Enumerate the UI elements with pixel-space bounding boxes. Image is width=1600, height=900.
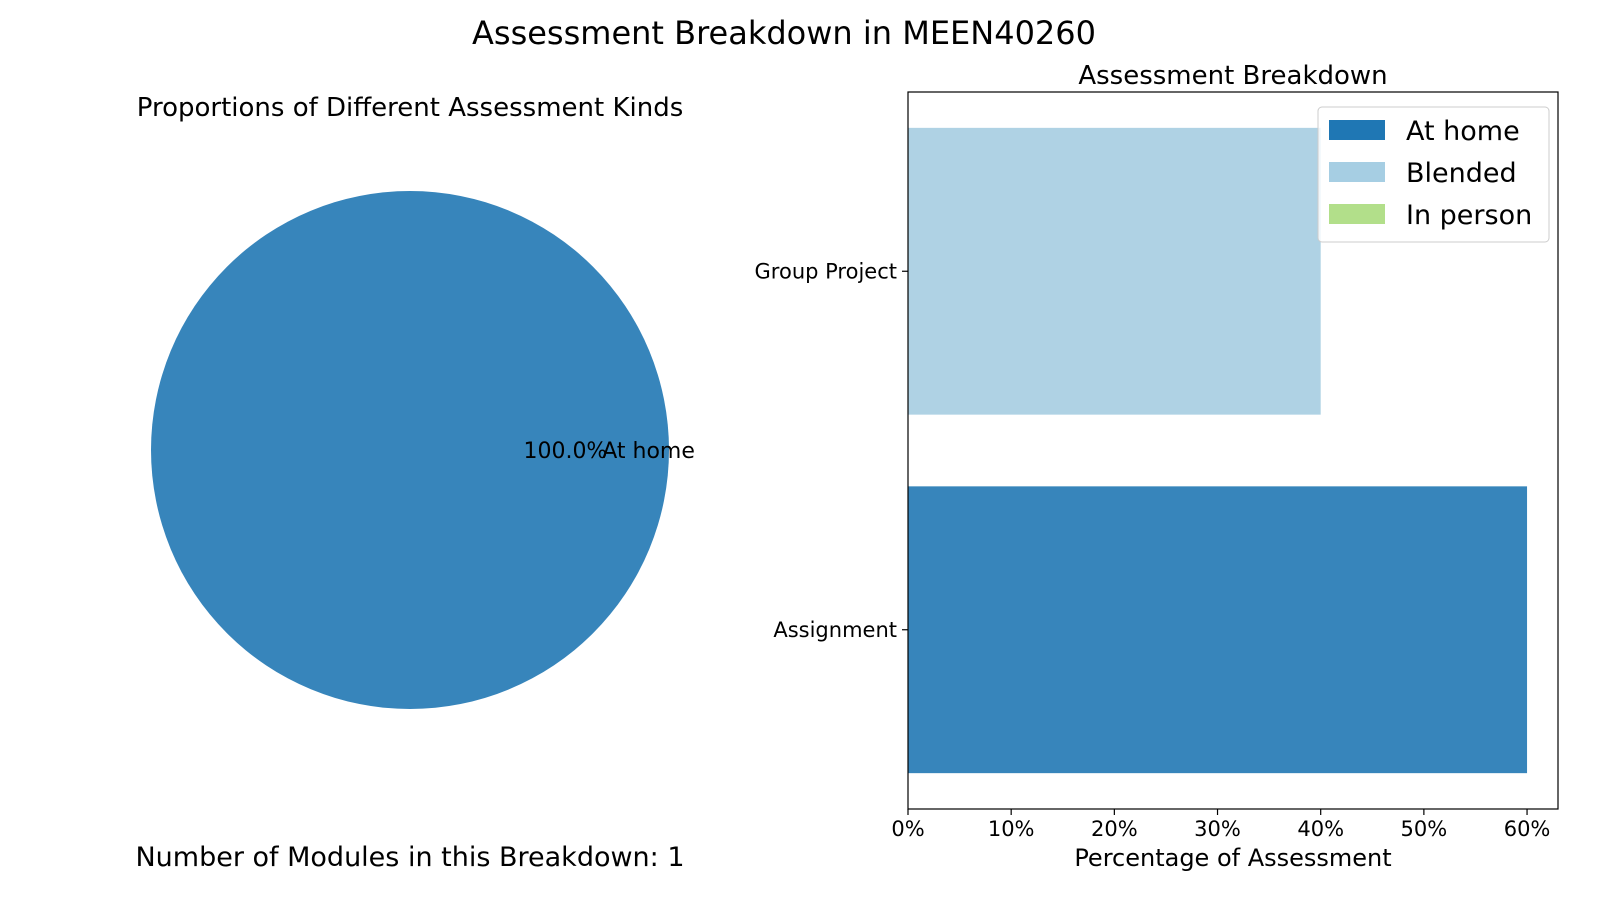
figure-title: Assessment Breakdown in MEEN40260 [472,14,1096,52]
bar-chart-panel: Assessment Breakdown Assignment Group Pro… [755,61,1559,872]
x-tick-label: 60% [1504,817,1551,841]
x-tick-label: 30% [1194,817,1241,841]
y-tick-label: Assignment [773,618,897,642]
modules-count-note: Number of Modules in this Breakdown: 1 [135,842,684,873]
pie-slice-label: At home [602,439,695,464]
legend-swatch [1329,162,1385,182]
pie-slice [151,191,669,709]
pie-slice-percent: 100.0% [523,439,607,464]
y-tick-label: Group Project [755,259,897,283]
legend-swatch [1329,204,1385,224]
legend-label: At home [1406,116,1520,147]
x-axis-ticks: 0% 10% 20% 30% 40% 50% 60% [891,809,1550,841]
legend-label: Blended [1406,158,1517,189]
x-tick-label: 50% [1401,817,1448,841]
bar [908,127,1321,415]
bar [908,486,1528,774]
x-tick-label: 0% [891,817,924,841]
x-tick-label: 40% [1297,817,1344,841]
pie-chart-title: Proportions of Different Assessment Kind… [137,93,684,123]
x-tick-label: 10% [988,817,1035,841]
legend-label: In person [1406,200,1532,231]
axes-frame [907,91,1559,810]
x-axis-label: Percentage of Assessment [1074,844,1391,872]
legend-swatch [1329,120,1385,140]
bars [908,127,1528,774]
x-tick-label: 20% [1091,817,1138,841]
legend: At home Blended In person [1317,106,1550,243]
y-axis-ticks: Assignment Group Project [755,259,908,642]
bar-chart-title: Assessment Breakdown [1078,61,1387,91]
pie-chart-panel: Proportions of Different Assessment Kind… [137,93,695,709]
